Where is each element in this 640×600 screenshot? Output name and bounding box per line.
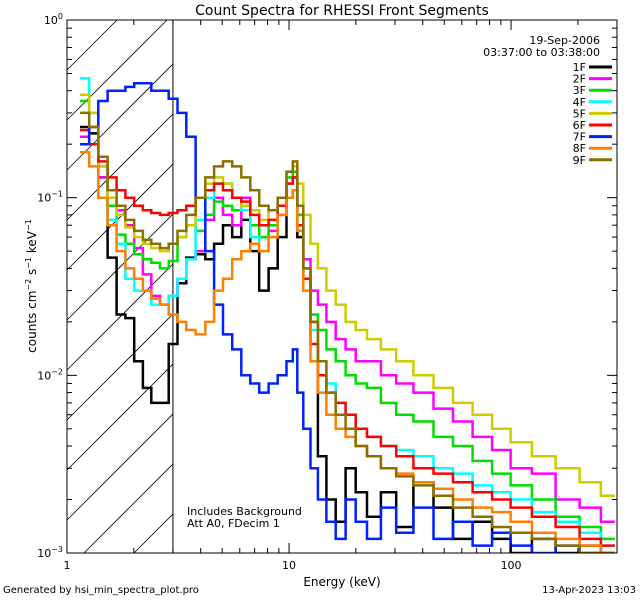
hatch-line [66, 163, 174, 271]
y-tick-label: 10−1 [37, 190, 63, 205]
legend-label-5F: 5F [573, 107, 586, 120]
x-axis-label: Energy (keV) [303, 575, 380, 589]
y-tick-label: 10−3 [37, 545, 63, 560]
series-6F [80, 128, 615, 547]
hatch-line [66, 413, 174, 521]
y-axis-label: counts cm−2 s−1 keV−1 [24, 219, 39, 353]
series-4F [80, 77, 615, 547]
annotation-attenuator: Att A0, FDecim 1 [187, 517, 280, 530]
generated-by-text: Generated by hsi_min_spectra_plot.pro [3, 585, 199, 596]
legend-label-7F: 7F [573, 131, 586, 144]
hatch-line [66, 363, 174, 471]
series-7F [80, 82, 615, 553]
series-1F [80, 125, 615, 553]
hatch-line [66, 113, 174, 221]
y-tick-label: 10−2 [37, 367, 63, 382]
hatch-line [66, 63, 174, 171]
plot-frame [66, 19, 618, 554]
hatch-line [66, 313, 174, 421]
chart-title: Count Spectra for RHESSI Front Segments [195, 3, 489, 19]
legend-label-6F: 6F [573, 119, 586, 132]
axes: 1 10 100 10−3 10−2 10−1 100 [37, 12, 618, 572]
legend-label-8F: 8F [573, 142, 586, 155]
hatch-line [66, 263, 174, 371]
hatch-line [66, 19, 168, 121]
legend-label-1F: 1F [573, 61, 586, 74]
hatch-line [83, 463, 174, 554]
footer-timestamp: 13-Apr-2023 13:03 [542, 585, 636, 596]
series-9F [80, 111, 615, 553]
y-tick-label: 100 [44, 12, 63, 27]
x-tick-label: 1 [64, 559, 71, 572]
annotation-background: Includes Background [187, 505, 302, 518]
date-label: 19-Sep-2006 [529, 34, 600, 47]
hatch-line [66, 19, 118, 71]
legend-label-4F: 4F [573, 96, 586, 109]
hatch-line [66, 213, 174, 321]
series-2F [80, 135, 615, 523]
hatch-line [133, 513, 174, 554]
series-lines [80, 77, 615, 553]
x-tick-label: 100 [501, 559, 522, 572]
time-range-label: 03:37:00 to 03:38:00 [483, 46, 600, 59]
legend-label-9F: 9F [573, 154, 586, 167]
legend-label-2F: 2F [573, 73, 586, 86]
x-tick-label: 10 [282, 559, 296, 572]
legend-label-3F: 3F [573, 84, 586, 97]
